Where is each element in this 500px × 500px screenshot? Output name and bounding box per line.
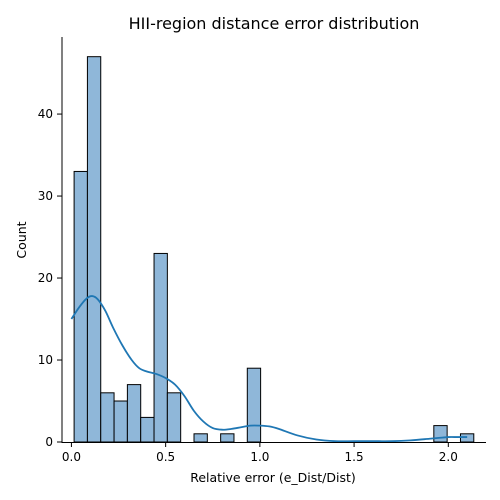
histogram-bar: [86, 56, 102, 443]
x-tick-label: 0.0: [62, 450, 81, 464]
y-tick-label: 0: [45, 435, 53, 449]
x-tick-label: 0.5: [156, 450, 175, 464]
y-axis-ticks: 0 10 20 30 40: [38, 107, 62, 449]
y-tick-label: 40: [38, 107, 53, 121]
histogram-bar: [140, 416, 155, 443]
histogram-bar: [100, 392, 115, 443]
histogram-bar: [433, 425, 448, 443]
x-tick-label: 2.0: [439, 450, 458, 464]
chart-title: HII-region distance error distribution: [129, 14, 420, 33]
y-axis-label: Count: [14, 221, 29, 258]
x-tick-label: 1.5: [345, 450, 364, 464]
histogram-bar: [126, 384, 142, 443]
histogram-bar: [113, 400, 128, 443]
histogram-bar: [153, 252, 168, 443]
histogram-bar: [246, 367, 262, 443]
histogram-bars: [73, 56, 475, 443]
histogram-bar: [193, 433, 208, 443]
y-tick-label: 10: [38, 353, 53, 367]
x-axis-label: Relative error (e_Dist/Dist): [190, 470, 356, 485]
histogram-bar: [220, 433, 235, 443]
kde-curve: [70, 295, 468, 443]
y-tick-label: 20: [38, 271, 53, 285]
y-tick-label: 30: [38, 189, 53, 203]
histogram-bar: [166, 392, 182, 443]
x-axis-ticks: 0.0 0.5 1.0 1.5 2.0: [62, 442, 458, 464]
histogram-bar: [73, 170, 88, 443]
x-tick-label: 1.0: [250, 450, 269, 464]
